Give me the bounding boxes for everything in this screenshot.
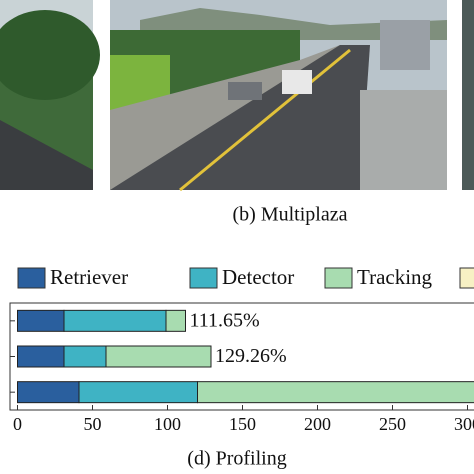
photo-middle [110,0,447,192]
legend-label: Detector [222,265,294,289]
bar-segment [63,309,167,332]
bar-annotation: 111.65% [190,309,260,331]
bar-segment [17,309,65,332]
bar-segment [165,309,186,332]
legend-swatch [459,267,474,289]
bar-segment [105,345,212,368]
photo-left [0,0,100,190]
x-tick-label: 200 [304,414,331,434]
bar-segment [17,381,80,404]
bar-annotation: 129.26% [215,345,287,367]
bar-segment [78,381,198,404]
legend-label: Retriever [50,265,128,289]
legend-swatch [324,267,353,289]
x-tick-label: 150 [229,414,256,434]
x-tick-label: 50 [84,414,102,434]
bar-segment [63,345,107,368]
x-tick-label: 250 [379,414,406,434]
bar-segment [17,345,65,368]
x-tick-label: 100 [154,414,181,434]
bar-segment [197,381,474,404]
photo-right [462,0,474,190]
legend-swatch [17,267,46,289]
legend-swatch [189,267,218,289]
caption-top: (b) Multiplaza [233,204,348,226]
legend-label: Tracking [357,265,433,289]
x-tick-label: 0 [13,414,22,434]
caption: (d) Profiling [187,448,286,470]
x-tick-label: 300 [454,414,474,434]
